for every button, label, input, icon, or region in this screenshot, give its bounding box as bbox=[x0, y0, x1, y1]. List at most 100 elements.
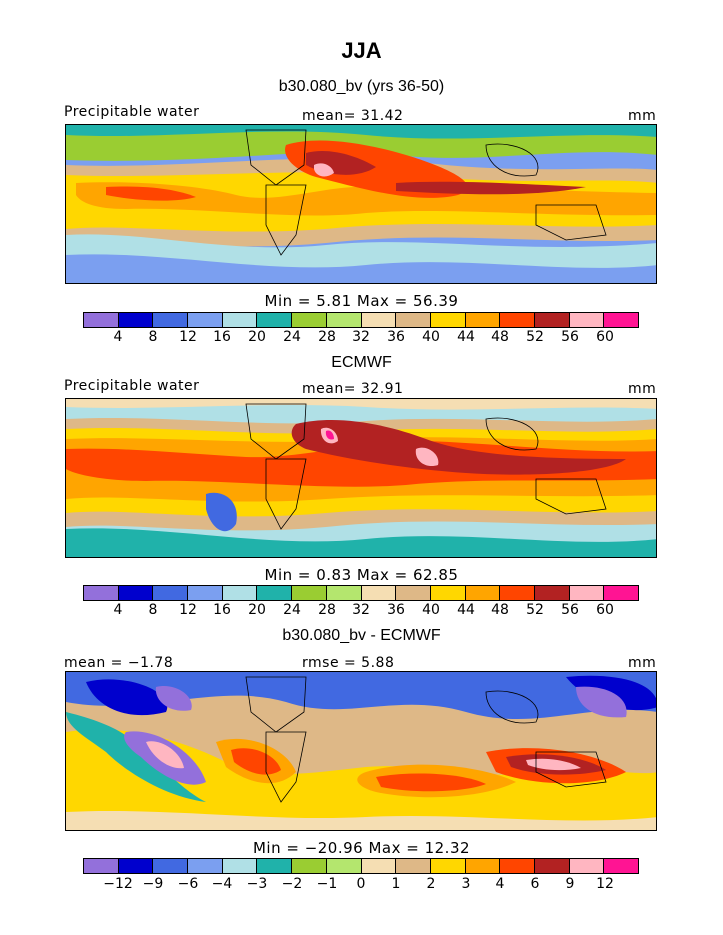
panel-3-left-label: mean = −1.78 bbox=[64, 655, 174, 671]
colorbar-tick: −9 bbox=[142, 876, 164, 892]
colorbar-tick: −12 bbox=[103, 876, 133, 892]
colorbar-tick: 3 bbox=[461, 876, 471, 892]
colorbar-swatch bbox=[84, 313, 119, 327]
colorbar-tick: 0 bbox=[356, 876, 366, 892]
colorbar-swatch bbox=[465, 586, 501, 600]
colorbar-swatch bbox=[604, 586, 638, 600]
colorbar-swatch bbox=[326, 586, 362, 600]
colorbar-tick: 8 bbox=[148, 602, 158, 618]
panel-3-stats: Min = −20.96 Max = 12.32 bbox=[252, 839, 471, 857]
colorbar-tick: 16 bbox=[213, 602, 231, 618]
colorbar-tick: 32 bbox=[352, 602, 370, 618]
colorbar-swatch bbox=[604, 859, 638, 873]
colorbar-swatch bbox=[84, 859, 119, 873]
colorbar-swatch bbox=[361, 859, 397, 873]
colorbar-tick: 12 bbox=[179, 602, 197, 618]
colorbar-tick: 4 bbox=[113, 329, 123, 345]
colorbar-swatch bbox=[292, 313, 327, 327]
colorbar-tick: 8 bbox=[148, 329, 158, 345]
panel-1-heading: b30.080_bv (yrs 36-50) bbox=[278, 78, 445, 95]
colorbar-swatch bbox=[222, 313, 258, 327]
panel-2-center-label: mean= 32.91 bbox=[302, 381, 404, 397]
colorbar-tick: 60 bbox=[596, 602, 614, 618]
colorbar-tick: 12 bbox=[179, 329, 197, 345]
colorbar-tick: 56 bbox=[561, 602, 579, 618]
colorbar-tick: 16 bbox=[213, 329, 231, 345]
colorbar-tick: 52 bbox=[526, 602, 544, 618]
colorbar-swatch bbox=[257, 313, 293, 327]
panel-2-map bbox=[65, 398, 657, 558]
colorbar-swatch bbox=[430, 586, 466, 600]
panel-1-stats: Min = 5.81 Max = 56.39 bbox=[264, 292, 459, 310]
colorbar-tick: 24 bbox=[283, 329, 301, 345]
colorbar-swatch bbox=[500, 859, 535, 873]
colorbar-swatch bbox=[430, 313, 466, 327]
colorbar-tick: 44 bbox=[457, 602, 475, 618]
colorbar-tick: 24 bbox=[283, 602, 301, 618]
colorbar-swatch bbox=[500, 313, 535, 327]
colorbar-tick: 28 bbox=[318, 329, 336, 345]
colorbar-swatch bbox=[188, 313, 223, 327]
colorbar-swatch bbox=[84, 586, 119, 600]
colorbar-swatch bbox=[222, 859, 258, 873]
colorbar-swatch bbox=[188, 586, 223, 600]
panel-2-stats: Min = 0.83 Max = 62.85 bbox=[264, 566, 459, 584]
colorbar-swatch bbox=[257, 586, 293, 600]
colorbar-tick: 48 bbox=[491, 329, 509, 345]
colorbar-swatch bbox=[361, 586, 397, 600]
colorbar-tick: 12 bbox=[596, 876, 614, 892]
colorbar-tick: −2 bbox=[281, 876, 303, 892]
colorbar-swatch bbox=[326, 313, 362, 327]
panel-2-colorbar bbox=[83, 585, 639, 601]
panel-1-colorbar bbox=[83, 312, 639, 328]
colorbar-swatch bbox=[569, 313, 605, 327]
colorbar-swatch bbox=[465, 313, 501, 327]
panel-2-units: mm bbox=[628, 381, 657, 397]
colorbar-tick: 6 bbox=[530, 876, 540, 892]
panel-3-units: mm bbox=[628, 655, 657, 671]
colorbar-swatch bbox=[326, 859, 362, 873]
colorbar-swatch bbox=[153, 859, 189, 873]
colorbar-swatch bbox=[534, 586, 570, 600]
colorbar-tick: 44 bbox=[457, 329, 475, 345]
colorbar-swatch bbox=[569, 586, 605, 600]
panel-3-map bbox=[65, 671, 657, 831]
colorbar-swatch bbox=[292, 859, 327, 873]
colorbar-tick: 2 bbox=[426, 876, 436, 892]
colorbar-tick: 36 bbox=[387, 602, 405, 618]
colorbar-swatch bbox=[118, 859, 154, 873]
colorbar-swatch bbox=[361, 313, 397, 327]
colorbar-swatch bbox=[569, 859, 605, 873]
colorbar-tick: 32 bbox=[352, 329, 370, 345]
colorbar-tick: 1 bbox=[391, 876, 401, 892]
colorbar-swatch bbox=[396, 859, 431, 873]
panel-1-map bbox=[65, 124, 657, 284]
colorbar-tick: 40 bbox=[422, 329, 440, 345]
page-title: JJA bbox=[341, 38, 382, 63]
colorbar-tick: 4 bbox=[495, 876, 505, 892]
colorbar-swatch bbox=[500, 586, 535, 600]
colorbar-tick: 56 bbox=[561, 329, 579, 345]
panel-2-left-label: Precipitable water bbox=[64, 378, 200, 394]
colorbar-swatch bbox=[292, 586, 327, 600]
colorbar-swatch bbox=[118, 586, 154, 600]
colorbar-tick: 36 bbox=[387, 329, 405, 345]
colorbar-tick: −1 bbox=[316, 876, 338, 892]
colorbar-tick: 9 bbox=[565, 876, 575, 892]
panel-2-heading: ECMWF bbox=[331, 354, 392, 371]
colorbar-swatch bbox=[465, 859, 501, 873]
colorbar-tick: 20 bbox=[248, 602, 266, 618]
colorbar-tick: 28 bbox=[318, 602, 336, 618]
panel-3-heading: b30.080_bv - ECMWF bbox=[282, 627, 441, 644]
colorbar-swatch bbox=[396, 313, 431, 327]
colorbar-tick: 4 bbox=[113, 602, 123, 618]
colorbar-tick: −3 bbox=[246, 876, 268, 892]
colorbar-swatch bbox=[118, 313, 154, 327]
panel-1-units: mm bbox=[628, 108, 657, 124]
colorbar-tick: 52 bbox=[526, 329, 544, 345]
colorbar-tick: −4 bbox=[211, 876, 233, 892]
colorbar-tick: 20 bbox=[248, 329, 266, 345]
colorbar-swatch bbox=[604, 313, 638, 327]
colorbar-swatch bbox=[222, 586, 258, 600]
colorbar-swatch bbox=[430, 859, 466, 873]
